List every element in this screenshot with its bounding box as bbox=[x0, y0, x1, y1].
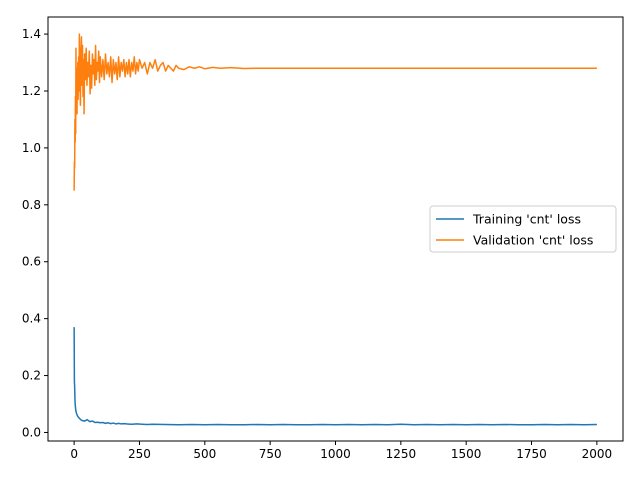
x-tick-label: 750 bbox=[259, 447, 282, 461]
x-tick-label: 0 bbox=[70, 447, 78, 461]
x-tick-label: 500 bbox=[193, 447, 216, 461]
y-tick-label: 1.4 bbox=[22, 27, 41, 41]
y-tick-label: 0.8 bbox=[22, 198, 41, 212]
x-tick-label: 1750 bbox=[516, 447, 547, 461]
y-tick-label: 0.6 bbox=[22, 255, 41, 269]
y-tick-label: 1.2 bbox=[22, 84, 41, 98]
legend: Training 'cnt' loss Validation 'cnt' loss bbox=[429, 205, 617, 253]
y-tick-label: 0.4 bbox=[22, 312, 41, 326]
plot-area bbox=[73, 33, 597, 426]
y-tick-label: 0.0 bbox=[22, 425, 41, 439]
axes-frame bbox=[47, 16, 624, 442]
x-tick-label: 2000 bbox=[582, 447, 613, 461]
legend-label: Validation 'cnt' loss bbox=[473, 233, 593, 248]
legend-box bbox=[429, 205, 617, 253]
series-line-training bbox=[73, 327, 597, 426]
y-tick-label: 1.0 bbox=[22, 141, 41, 155]
x-tick-label: 250 bbox=[128, 447, 151, 461]
x-tick-label: 1500 bbox=[451, 447, 482, 461]
series-line-validation bbox=[73, 33, 597, 191]
y-tick-label: 0.2 bbox=[22, 369, 41, 383]
x-tick-label: 1250 bbox=[386, 447, 417, 461]
legend-label: Training 'cnt' loss bbox=[472, 212, 581, 227]
x-tick-label: 1000 bbox=[320, 447, 351, 461]
y-axis: 0.0 0.2 0.4 0.6 0.8 1.0 1.2 1.4 bbox=[22, 27, 48, 439]
x-axis: 0 250 500 750 1000 1250 1500 1750 2000 bbox=[70, 441, 612, 461]
